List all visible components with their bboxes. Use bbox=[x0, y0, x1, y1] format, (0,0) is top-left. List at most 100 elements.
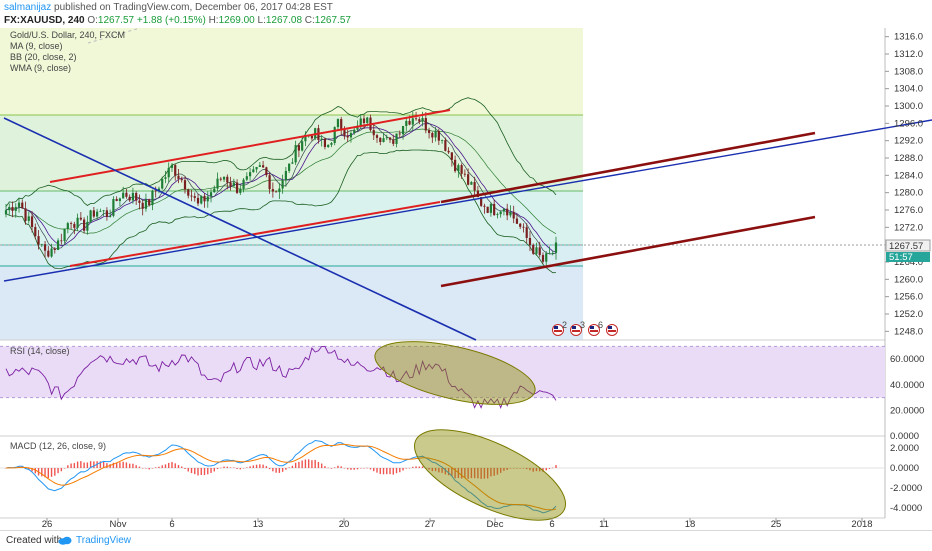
candle-body bbox=[232, 182, 235, 187]
macd-histogram-bar bbox=[132, 463, 134, 468]
candle-body bbox=[265, 167, 268, 176]
candle-body bbox=[320, 138, 323, 140]
macd-histogram-bar bbox=[67, 465, 69, 468]
macd-histogram-bar bbox=[395, 468, 398, 474]
candle-body bbox=[476, 190, 479, 198]
candle-body bbox=[138, 200, 141, 203]
candle-body bbox=[480, 197, 483, 206]
macd-histogram-bar bbox=[552, 467, 554, 469]
candle-body bbox=[164, 177, 167, 179]
tradingview-brand-link[interactable]: TradingView bbox=[76, 535, 132, 546]
candle-body bbox=[398, 133, 401, 135]
event-flag[interactable]: 3 bbox=[570, 320, 586, 336]
candle-body bbox=[447, 150, 450, 153]
author-link[interactable]: salmanijaz bbox=[4, 2, 52, 13]
price-tick-label: 1256.0 bbox=[894, 292, 923, 303]
candle-body bbox=[268, 175, 271, 190]
macd-histogram-bar bbox=[405, 468, 407, 469]
event-count: 3 bbox=[580, 320, 585, 330]
candle-body bbox=[340, 119, 343, 130]
event-flag[interactable]: 2 bbox=[552, 320, 568, 336]
macd-histogram-bar bbox=[496, 468, 499, 475]
candle-body bbox=[63, 228, 66, 241]
macd-histogram-bar bbox=[340, 466, 342, 468]
macd-histogram-bar bbox=[369, 468, 372, 470]
macd-histogram-bar bbox=[171, 462, 173, 468]
macd-tick-label: -2.0000 bbox=[890, 483, 922, 494]
candle-body bbox=[271, 189, 274, 192]
legend-ma: MA (9, close) bbox=[10, 41, 63, 51]
macd-histogram-bar bbox=[324, 466, 326, 468]
macd-panel bbox=[0, 439, 885, 514]
candle-body bbox=[509, 211, 512, 216]
trend-lines[interactable] bbox=[3, 27, 932, 341]
candle-body bbox=[528, 237, 532, 245]
candle-body bbox=[43, 244, 47, 251]
dark-red-channel-lower[interactable] bbox=[440, 215, 816, 288]
macd-histogram-bar bbox=[412, 466, 414, 468]
candle-body bbox=[323, 138, 327, 147]
bb-upper-band bbox=[5, 97, 557, 207]
macd-histogram-bar bbox=[141, 468, 144, 469]
candle-body bbox=[353, 129, 356, 134]
candle-body bbox=[226, 176, 229, 183]
price-axis[interactable]: 1316.0 1312.0 1308.0 1304.0 1300.0 1296.0 1292… bbox=[885, 32, 923, 338]
macd-histogram-bar bbox=[83, 462, 85, 468]
economic-events[interactable]: 2 3 6 bbox=[552, 320, 618, 336]
macd-histogram-bar bbox=[190, 468, 193, 474]
last-price-label: 1267.57 bbox=[889, 241, 923, 252]
candle-body bbox=[17, 202, 21, 207]
macd-histogram-bar bbox=[249, 466, 251, 468]
candle-body bbox=[444, 140, 447, 151]
rsi-divergence-ellipse[interactable] bbox=[369, 329, 540, 417]
time-tick-label: 6 bbox=[169, 519, 174, 530]
price-tick-label: 1252.0 bbox=[894, 309, 923, 320]
candle-body bbox=[86, 221, 89, 231]
candle-body bbox=[118, 198, 122, 201]
candle-body bbox=[79, 217, 82, 220]
dark-red-channel-upper[interactable] bbox=[440, 131, 816, 204]
macd-histogram-bar bbox=[441, 468, 443, 473]
rsi-axis: 60.0000 40.0000 20.0000 0.0000 bbox=[890, 354, 924, 442]
macd-histogram-bar bbox=[226, 466, 229, 468]
macd-histogram-bar bbox=[386, 468, 388, 475]
time-axis[interactable]: 26 Nov 6 13 20 27 Dec 6 11 18 25 2018 bbox=[42, 518, 873, 530]
candle-body bbox=[343, 129, 346, 136]
candle-body bbox=[275, 191, 278, 193]
candle-body bbox=[522, 226, 525, 228]
candle-body bbox=[395, 133, 398, 144]
candle-body bbox=[483, 205, 486, 207]
open-label: O: bbox=[87, 15, 98, 26]
symbol-label: FX:XAUUSD, 240 bbox=[4, 15, 85, 26]
channel-upper-red[interactable] bbox=[49, 109, 451, 183]
event-count: 2 bbox=[562, 320, 567, 330]
descending-blue-trendline[interactable] bbox=[3, 117, 477, 341]
candle-body bbox=[30, 216, 34, 228]
macd-histogram-bar bbox=[89, 461, 92, 468]
macd-histogram-bar bbox=[265, 466, 268, 468]
flag-canton bbox=[572, 326, 576, 329]
candle-body bbox=[242, 179, 245, 189]
macd-histogram-bar bbox=[246, 467, 248, 468]
macd-divergence-ellipse[interactable] bbox=[402, 411, 578, 530]
candle-body bbox=[392, 139, 395, 144]
event-flag[interactable] bbox=[606, 324, 618, 336]
chart-canvas[interactable]: Gold/U.S. Dollar, 240, FXCM MA (9, close… bbox=[0, 0, 932, 530]
macd-histogram-bar bbox=[363, 468, 365, 469]
macd-histogram-bar bbox=[119, 462, 121, 468]
candle-body bbox=[193, 196, 196, 198]
channel-lower-red[interactable] bbox=[69, 201, 441, 267]
candle-body bbox=[440, 140, 444, 141]
event-flag[interactable]: 6 bbox=[588, 320, 604, 336]
macd-histogram-bar bbox=[197, 468, 199, 476]
candle-body bbox=[151, 190, 154, 206]
candle-body bbox=[69, 223, 73, 224]
ascending-blue-trendline[interactable] bbox=[3, 119, 932, 282]
macd-histogram-bar bbox=[454, 468, 456, 479]
candle-body bbox=[92, 210, 95, 217]
change-value: +1.88 (+0.15%) bbox=[136, 15, 206, 26]
candle-body bbox=[73, 223, 76, 228]
candle-body bbox=[525, 227, 528, 238]
candle-body bbox=[288, 163, 291, 171]
candle-body bbox=[551, 252, 554, 254]
